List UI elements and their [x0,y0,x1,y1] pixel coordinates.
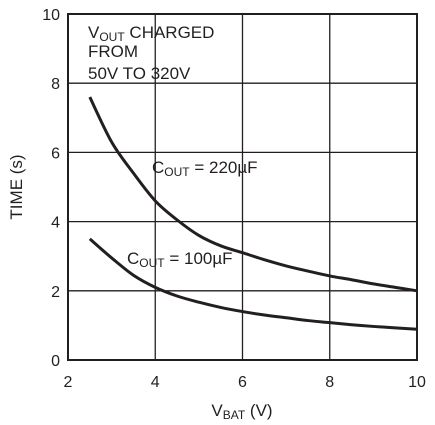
series-label-100uf-rest: = 100µF [165,249,233,268]
annotation-line-1-rest: CHARGED [125,23,215,42]
y-tick-label: 10 [42,7,60,24]
series-label-100uf-main: C [127,249,139,268]
x-axis-title-unit: (V) [245,401,272,420]
series-label-220uf: COUT = 220µF [152,158,258,179]
y-tick-label: 6 [51,145,60,162]
series-label-100uf: COUT = 100µF [127,249,233,270]
y-tick-label: 4 [51,215,60,232]
annotation-line-3: 50V TO 320V [88,64,191,83]
series-group [88,96,418,331]
y-tick-label: 8 [51,76,60,93]
plot-frame [67,13,418,361]
x-axis-title: VBAT (V) [211,401,272,422]
grid [68,14,417,360]
annotation-line-2: FROM [88,42,138,61]
x-tick-label: 2 [64,374,73,391]
series-label-220uf-rest: = 220µF [190,158,258,177]
annotation-line-1-sub: OUT [99,30,125,44]
annotation-line-1-main: V [88,23,100,42]
x-tick-label: 6 [238,374,247,391]
x-axis-title-main: V [211,401,223,420]
series-line-100uf [88,237,418,331]
x-tick-label: 4 [151,374,160,391]
series-label-100uf-sub: OUT [139,256,165,270]
series-label-220uf-sub: OUT [164,165,190,179]
annotation-line-1: VOUT CHARGED [88,23,214,44]
y-axis-title: TIME (s) [7,154,26,219]
series-label-220uf-main: C [152,158,164,177]
series-line-220uf [88,96,418,293]
x-tick-label: 8 [325,374,334,391]
y-tick-label: 0 [51,353,60,370]
y-tick-label: 2 [51,284,60,301]
x-axis-title-sub: BAT [223,408,246,422]
x-tick-label: 10 [408,374,426,391]
